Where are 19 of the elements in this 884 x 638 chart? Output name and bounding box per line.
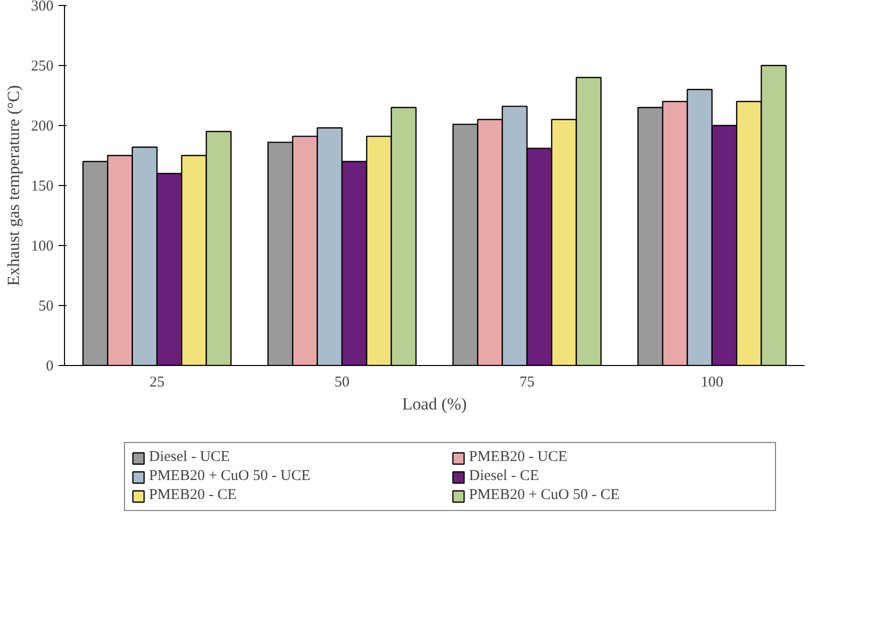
x-tick-label: 50: [334, 374, 350, 390]
x-axis-title: Load (%): [402, 394, 467, 414]
y-tick-label: 100: [31, 238, 54, 254]
x-tick-label: 25: [150, 374, 164, 390]
y-tick-label: 50: [38, 298, 54, 314]
legend-label: PMEB20 + CuO 50 - CE: [469, 487, 621, 504]
legend-label: PMEB20 - UCE: [469, 449, 568, 466]
y-tick-label: 250: [31, 58, 54, 74]
legend-label: PMEB20 - CE: [149, 487, 238, 504]
y-tick-label: 0: [46, 358, 54, 374]
y-tick-label: 300: [31, 0, 54, 14]
y-tick-label: 150: [31, 178, 54, 194]
y-tick-label: 200: [31, 118, 54, 134]
x-tick-label: 100: [700, 374, 724, 390]
x-tick-label: 75: [520, 374, 534, 390]
legend-label: Diesel - UCE: [149, 449, 231, 466]
y-axis-title: Exhaust gas temperature (°C): [4, 85, 23, 286]
legend-label: Diesel - CE: [469, 468, 540, 485]
legend-label: PMEB20 + CuO 50 - UCE: [149, 468, 312, 485]
